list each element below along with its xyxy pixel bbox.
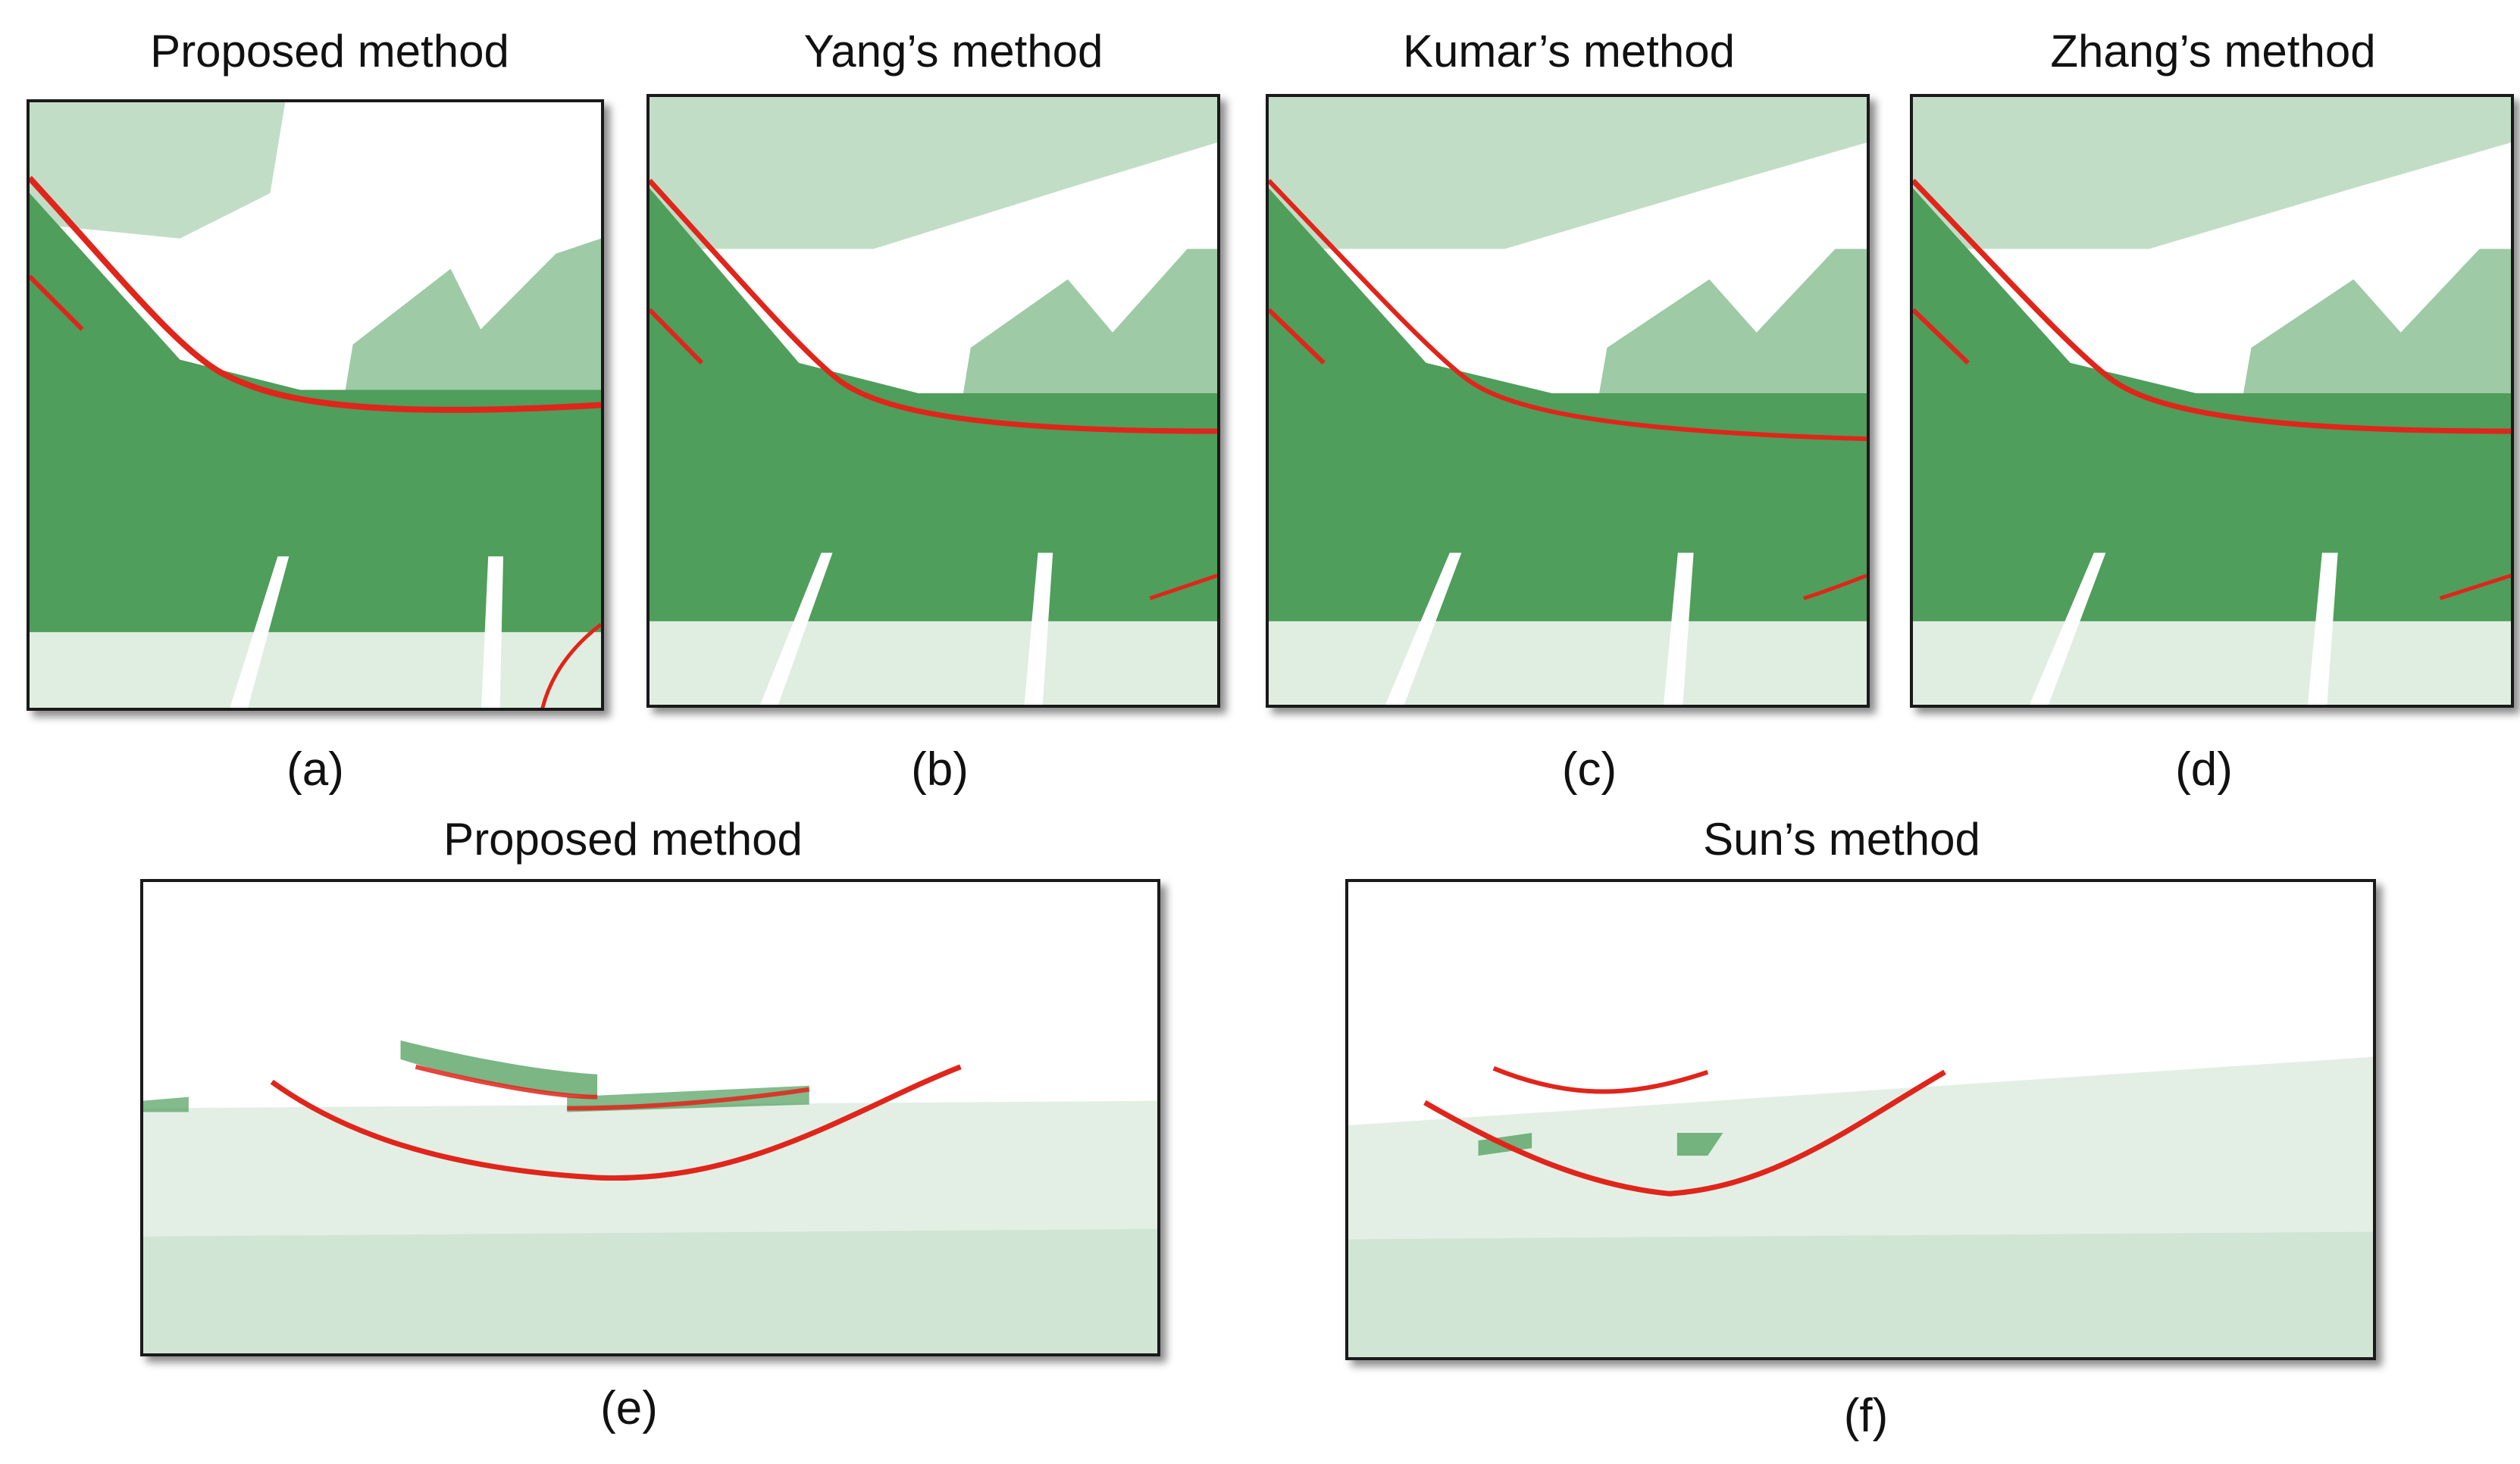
panel-a-pointcloud bbox=[27, 99, 604, 711]
building-cluster bbox=[30, 102, 286, 239]
sparse-ground-points bbox=[650, 621, 1217, 705]
sparse-ground-points bbox=[143, 1100, 1157, 1353]
panel-d-label: (d) bbox=[2175, 743, 2233, 796]
curb-line-secondary bbox=[1269, 308, 1326, 365]
curb-line-inner bbox=[415, 1064, 598, 1100]
roadside-vegetation bbox=[345, 238, 601, 390]
road-marking-right bbox=[1663, 552, 1694, 705]
road-marking-left bbox=[2029, 552, 2106, 705]
pointcloud-a-svg bbox=[30, 102, 601, 708]
road-marking-left bbox=[230, 556, 290, 708]
panel-c-pointcloud bbox=[1266, 94, 1870, 708]
panel-e-label: (e) bbox=[600, 1382, 658, 1434]
curb-line-main bbox=[1913, 178, 2511, 434]
curb-line-lower bbox=[540, 623, 601, 708]
panel-b-label: (b) bbox=[911, 743, 969, 796]
building-cluster bbox=[650, 97, 1217, 249]
roadside-vegetation bbox=[963, 249, 1217, 393]
curb-line-inner-right bbox=[567, 1087, 810, 1111]
panel-e-title: Proposed method bbox=[443, 814, 803, 865]
curb-line-secondary bbox=[1913, 308, 1970, 365]
ground-region bbox=[30, 192, 601, 633]
curb-line-main bbox=[1269, 179, 1867, 442]
road-marking-left bbox=[1385, 552, 1462, 705]
curb-line-main bbox=[1423, 1069, 1946, 1197]
panel-b-pointcloud bbox=[646, 94, 1220, 708]
building-cluster bbox=[1913, 97, 2511, 249]
sparse-ground-points bbox=[1269, 621, 1867, 705]
road-marking-right bbox=[2307, 552, 2338, 705]
panel-a-title: Proposed method bbox=[150, 26, 509, 77]
curb-line-main bbox=[30, 176, 601, 413]
pointcloud-c-svg bbox=[1269, 97, 1867, 705]
building-cluster bbox=[1269, 97, 1867, 249]
roadside-vegetation bbox=[2243, 249, 2511, 393]
ground-speckle-band bbox=[143, 1228, 1157, 1353]
curb-line-lower bbox=[2439, 574, 2511, 601]
vegetation-patch-right bbox=[1676, 1133, 1723, 1156]
panel-d-title: Zhang’s method bbox=[2050, 26, 2376, 77]
sparse-ground-points bbox=[30, 632, 601, 708]
ground-region bbox=[650, 188, 1217, 621]
ground-region bbox=[1269, 188, 1867, 621]
curb-line-inner bbox=[1492, 1065, 1709, 1094]
road-marking-right bbox=[481, 556, 504, 708]
panel-c-label: (c) bbox=[1561, 743, 1617, 796]
curb-line-secondary bbox=[650, 308, 704, 365]
sparse-ground-points bbox=[1348, 1056, 2373, 1357]
panel-f-label: (f) bbox=[1843, 1390, 1889, 1442]
curb-line-secondary bbox=[30, 274, 84, 331]
curb-line-lower bbox=[1803, 574, 1867, 601]
sparse-ground-points bbox=[1913, 621, 2511, 705]
panel-e-pointcloud bbox=[140, 879, 1160, 1356]
panel-c-title: Kumar’s method bbox=[1403, 26, 1735, 77]
panel-b-title: Yang’s method bbox=[803, 26, 1103, 77]
pointcloud-e-svg bbox=[143, 1040, 1157, 1353]
road-marking-right bbox=[1024, 552, 1053, 705]
pointcloud-b-svg bbox=[650, 97, 1217, 705]
roadside-vegetation bbox=[1599, 249, 1867, 393]
road-marking-left bbox=[760, 552, 833, 705]
curb-line-main bbox=[270, 1064, 962, 1181]
curb-line-main bbox=[650, 178, 1217, 434]
panel-d-pointcloud bbox=[1910, 94, 2514, 708]
curb-line-lower bbox=[1149, 574, 1217, 601]
panel-a-label: (a) bbox=[286, 743, 344, 796]
ground-region bbox=[1913, 188, 2511, 621]
panel-f-pointcloud bbox=[1345, 879, 2376, 1360]
pointcloud-d-svg bbox=[1913, 97, 2511, 705]
vegetation-patch-left bbox=[143, 1096, 189, 1112]
panel-f-title: Sun’s method bbox=[1703, 814, 1980, 865]
pointcloud-f-svg bbox=[1348, 1056, 2373, 1357]
ground-speckle-band bbox=[1348, 1231, 2373, 1357]
vegetation-cluster-upper bbox=[400, 1040, 598, 1097]
